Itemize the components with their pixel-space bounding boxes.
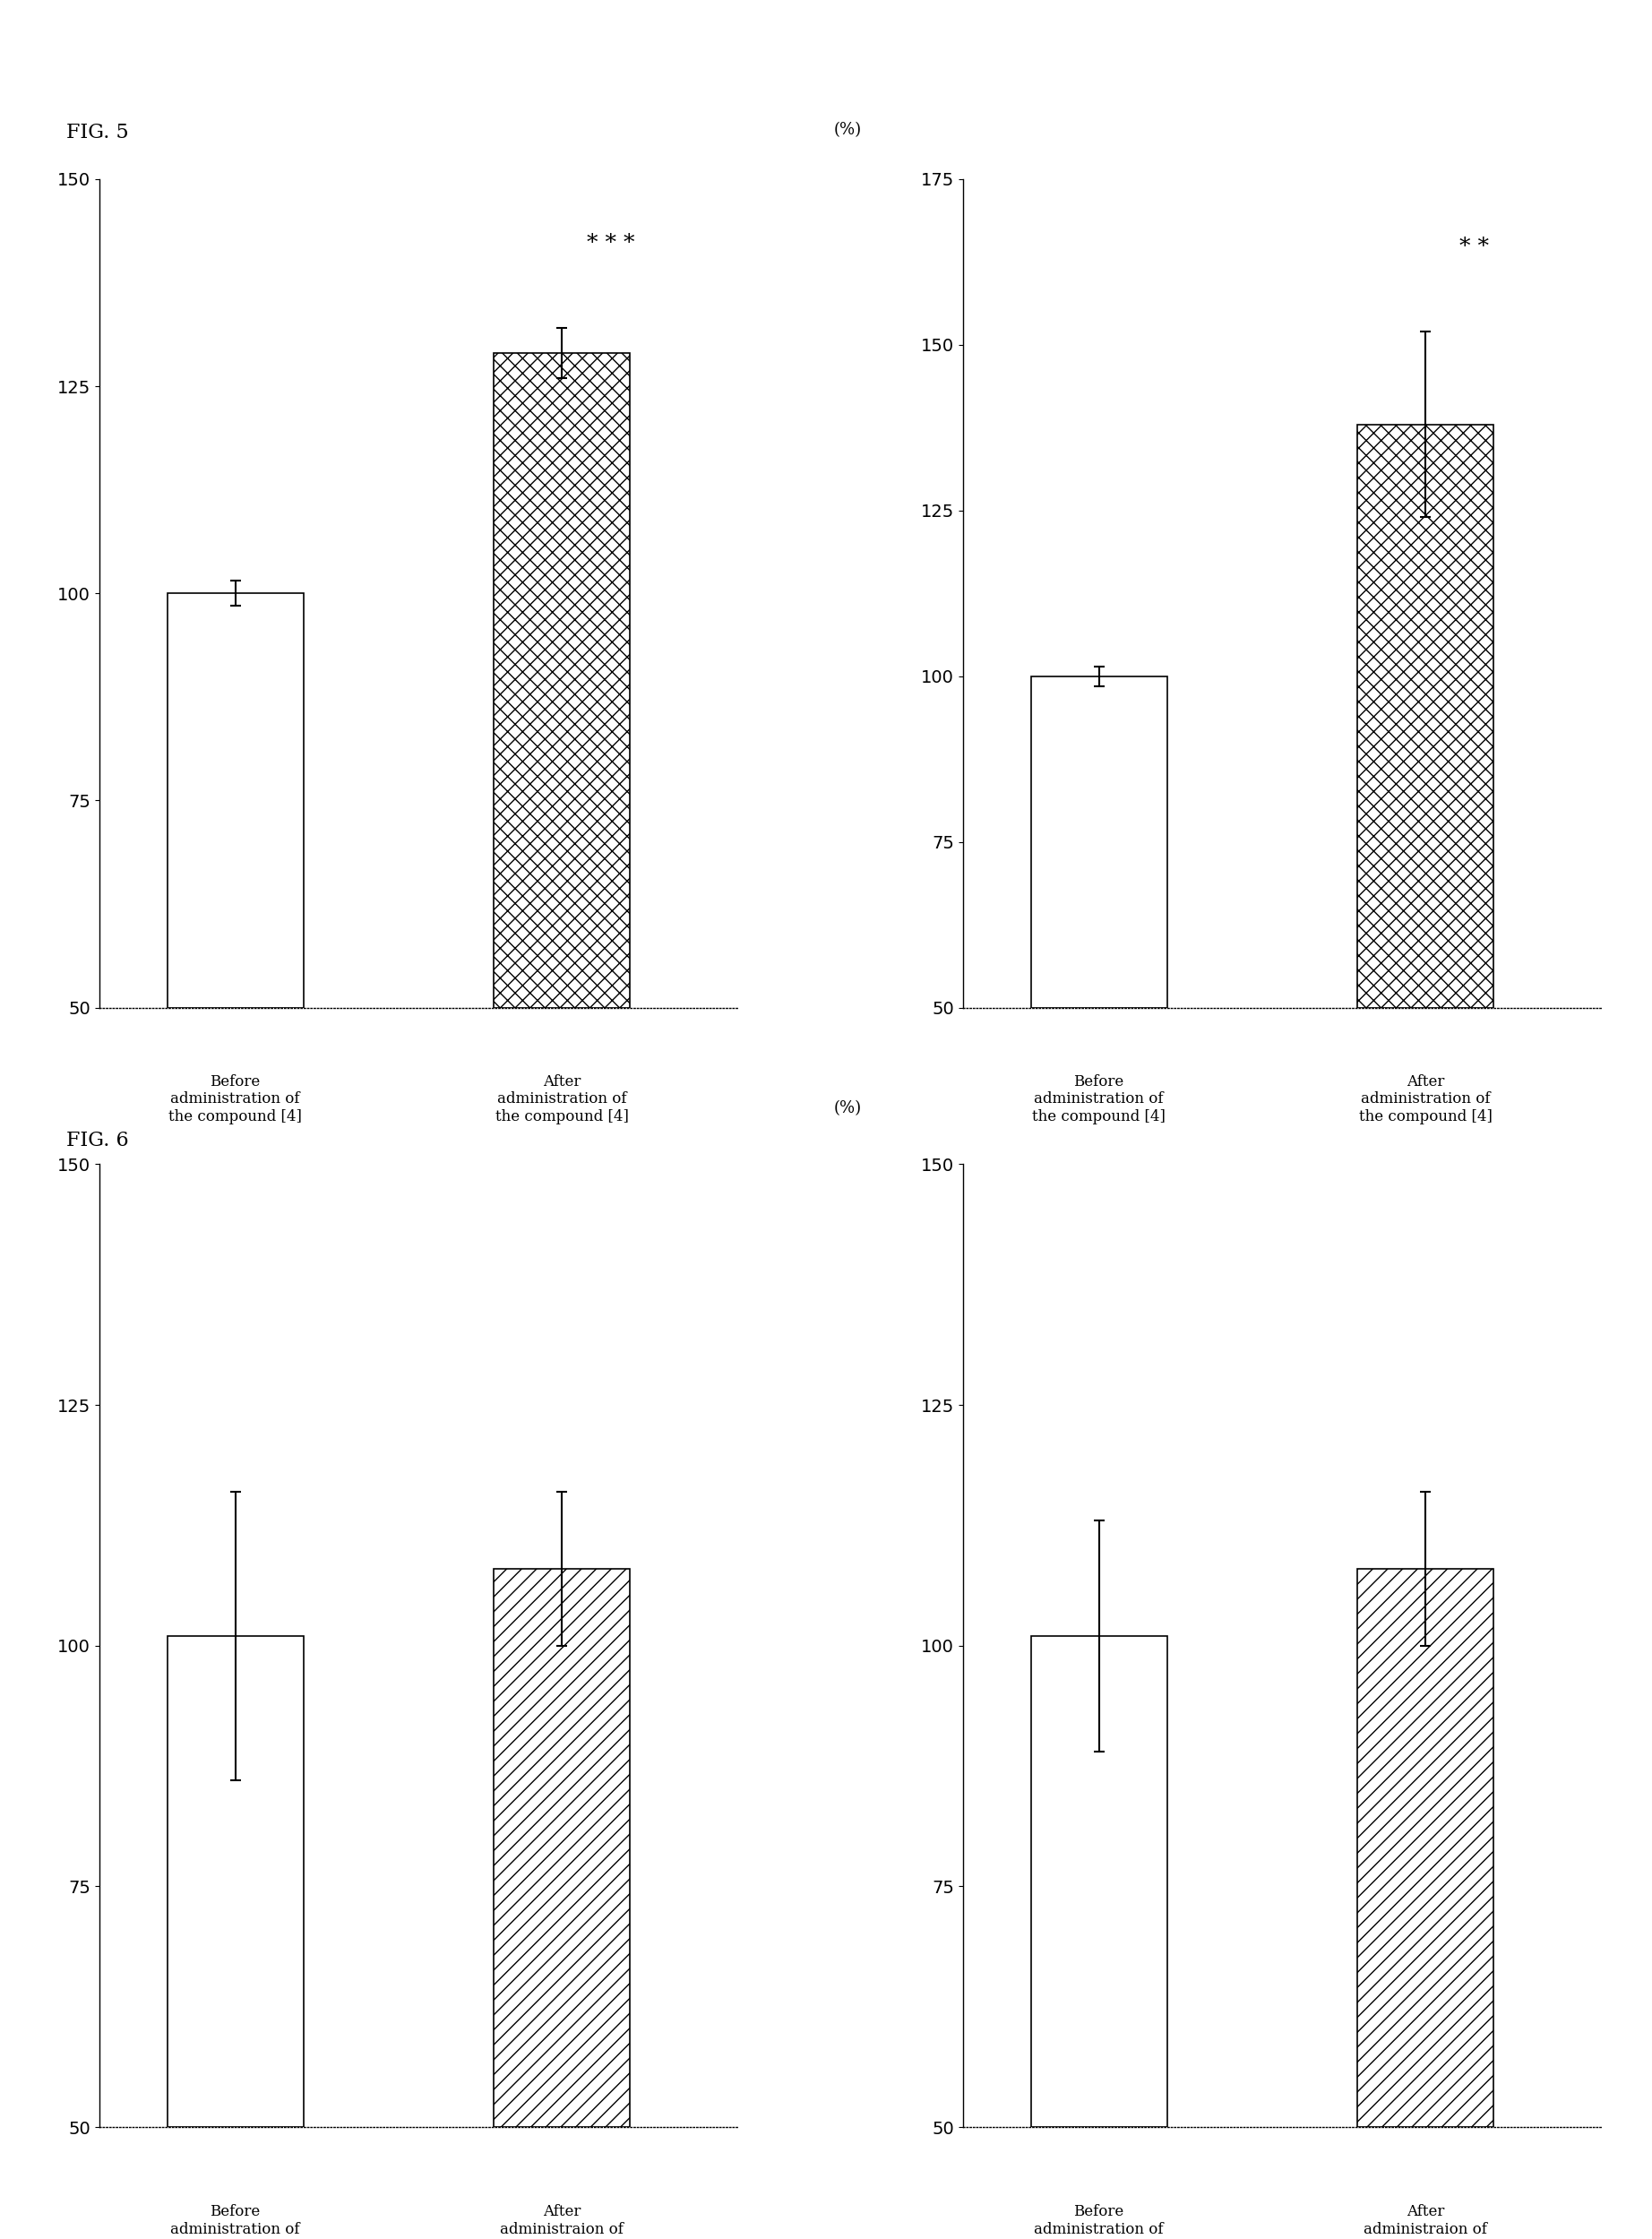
Text: Before
administration of
the compound [4]: Before administration of the compound [4… [1032, 1075, 1166, 1124]
Bar [167, 1637, 304, 2127]
Bar [1031, 676, 1166, 1008]
Bar [494, 354, 629, 1008]
Text: Before
administration of
the compound [4]: Before administration of the compound [4… [169, 1075, 302, 1124]
Text: * * *: * * * [586, 233, 634, 253]
Bar [167, 593, 304, 1008]
Bar [1358, 425, 1493, 1008]
Text: Before
administration of
the comparative
compound [A]: Before administration of the comparative… [1034, 2203, 1163, 2239]
Text: (%): (%) [834, 121, 862, 139]
Text: * *: * * [1460, 237, 1490, 257]
Bar [494, 1570, 629, 2127]
Bar [1358, 1570, 1493, 2127]
Text: Before
administration of
the comparative
compound [A]: Before administration of the comparative… [170, 2203, 301, 2239]
Text: After
administration of
the compound [4]: After administration of the compound [4] [496, 1075, 628, 1124]
Text: FIG. 5: FIG. 5 [66, 123, 129, 143]
Text: (%): (%) [834, 1099, 862, 1115]
Text: After
administration of
the compound [4]: After administration of the compound [4] [1360, 1075, 1492, 1124]
Bar [1031, 1637, 1166, 2127]
Text: After
administraion of
the comparative
compound [A]: After administraion of the comparative c… [501, 2203, 624, 2239]
Text: FIG. 6: FIG. 6 [66, 1131, 129, 1151]
Text: After
administraion of
the comparative
compound [A]: After administraion of the comparative c… [1365, 2203, 1487, 2239]
